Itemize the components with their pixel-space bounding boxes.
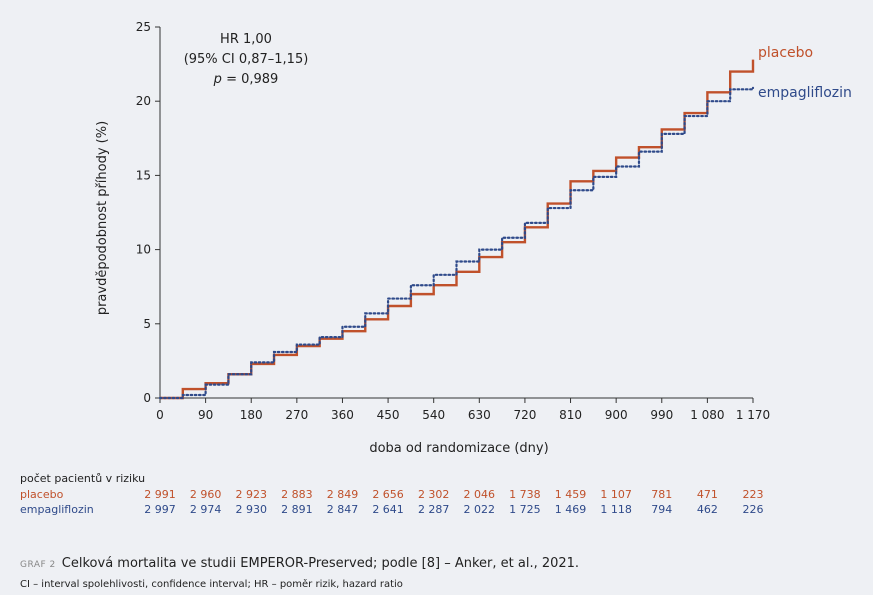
risk-value: 2 656 — [372, 488, 404, 501]
y-tick-label: 20 — [136, 94, 151, 108]
risk-value: 2 849 — [326, 488, 359, 501]
risk-row-empagliflozin: empagliflozin 2 997 2 974 2 930 2 891 2 847 2… — [20, 503, 780, 517]
series-line-placebo — [160, 59, 755, 400]
series-line-empagliflozin — [158, 86, 755, 400]
risk-value: 2 847 — [326, 503, 359, 516]
x-tick-label: 720 — [513, 408, 536, 422]
x-tick-label: 1 080 — [690, 408, 724, 422]
risk-value: 1 118 — [600, 503, 632, 516]
y-axis-ticks: 0 5 10 15 20 25 — [136, 20, 160, 405]
figure-caption: GRAF 2 Celková mortalita ve studii EMPERO… — [20, 556, 579, 571]
y-tick-label: 0 — [143, 391, 151, 405]
risk-value: 2 930 — [235, 503, 267, 516]
risk-value: 2 891 — [281, 503, 313, 516]
x-tick-label: 0 — [156, 408, 164, 422]
risk-value: 794 — [651, 503, 673, 516]
risk-value: 2 997 — [144, 503, 176, 516]
x-tick-label: 810 — [559, 408, 582, 422]
x-tick-label: 90 — [198, 408, 213, 422]
risk-value: 2 302 — [417, 488, 450, 501]
series-label-empagliflozin: empagliflozin — [758, 85, 852, 101]
footnote: CI – interval spolehlivosti, confidence … — [20, 579, 403, 590]
risk-value: 462 — [696, 503, 718, 516]
risk-value: 2 923 — [235, 488, 267, 501]
risk-value: 2 287 — [417, 503, 450, 516]
risk-value: 2 641 — [372, 503, 404, 516]
risk-value: 1 738 — [509, 488, 541, 501]
risk-row-label: empagliflozin — [20, 503, 94, 516]
x-tick-label: 270 — [285, 408, 308, 422]
figure-number: GRAF 2 — [20, 560, 56, 570]
risk-value: 1 725 — [509, 503, 541, 516]
risk-value: 2 960 — [189, 488, 222, 501]
series-label-placebo: placebo — [758, 45, 813, 61]
x-tick-label: 180 — [240, 408, 263, 422]
risk-value: 1 459 — [554, 488, 587, 501]
risk-value: 2 046 — [463, 488, 496, 501]
x-tick-label: 360 — [331, 408, 354, 422]
x-axis-title: doba od randomizace (dny) — [369, 441, 548, 456]
risk-table-title: počet pacientů v riziku — [20, 472, 146, 485]
y-tick-label: 5 — [143, 317, 151, 331]
risk-value: 1 469 — [554, 503, 587, 516]
caption-text: Celková mortalita ve studii EMPEROR-Pres… — [61, 556, 580, 571]
risk-value: 471 — [696, 488, 718, 501]
risk-value: 223 — [742, 488, 764, 501]
risk-row-label: placebo — [20, 488, 64, 501]
ci-label: (95% CI 0,87–1,15) — [184, 52, 309, 67]
series-lines — [158, 59, 755, 400]
risk-value: 1 107 — [600, 488, 632, 501]
x-tick-label: 1 170 — [736, 408, 770, 422]
x-axis-ticks: 0 90 180 270 360 450 540 630 720 810 900 990 1 080 1 … — [156, 398, 770, 422]
risk-value: 781 — [651, 488, 673, 501]
risk-row-placebo: placebo 2 991 2 960 2 923 2 883 2 849 2 656 2 … — [20, 488, 780, 502]
risk-value: 2 022 — [463, 503, 496, 516]
risk-value: 2 991 — [144, 488, 176, 501]
y-axis-title: pravděpodobnost příhody (%) — [95, 121, 110, 315]
x-tick-label: 540 — [422, 408, 445, 422]
km-chart: 0 90 180 270 360 450 540 630 720 810 900 990 1 080 1 … — [95, 20, 852, 456]
x-tick-label: 630 — [468, 408, 491, 422]
hr-label: HR 1,00 — [220, 32, 272, 47]
x-tick-label: 450 — [377, 408, 400, 422]
y-tick-label: 10 — [136, 243, 151, 257]
axes — [159, 27, 753, 399]
risk-value: 2 883 — [281, 488, 313, 501]
p-value-label: p = 0,989 — [213, 72, 279, 87]
x-tick-label: 990 — [650, 408, 673, 422]
y-tick-label: 15 — [136, 168, 151, 182]
risk-value: 2 974 — [189, 503, 222, 516]
x-tick-label: 900 — [605, 408, 628, 422]
risk-value: 226 — [742, 503, 764, 516]
y-tick-label: 25 — [136, 20, 151, 34]
